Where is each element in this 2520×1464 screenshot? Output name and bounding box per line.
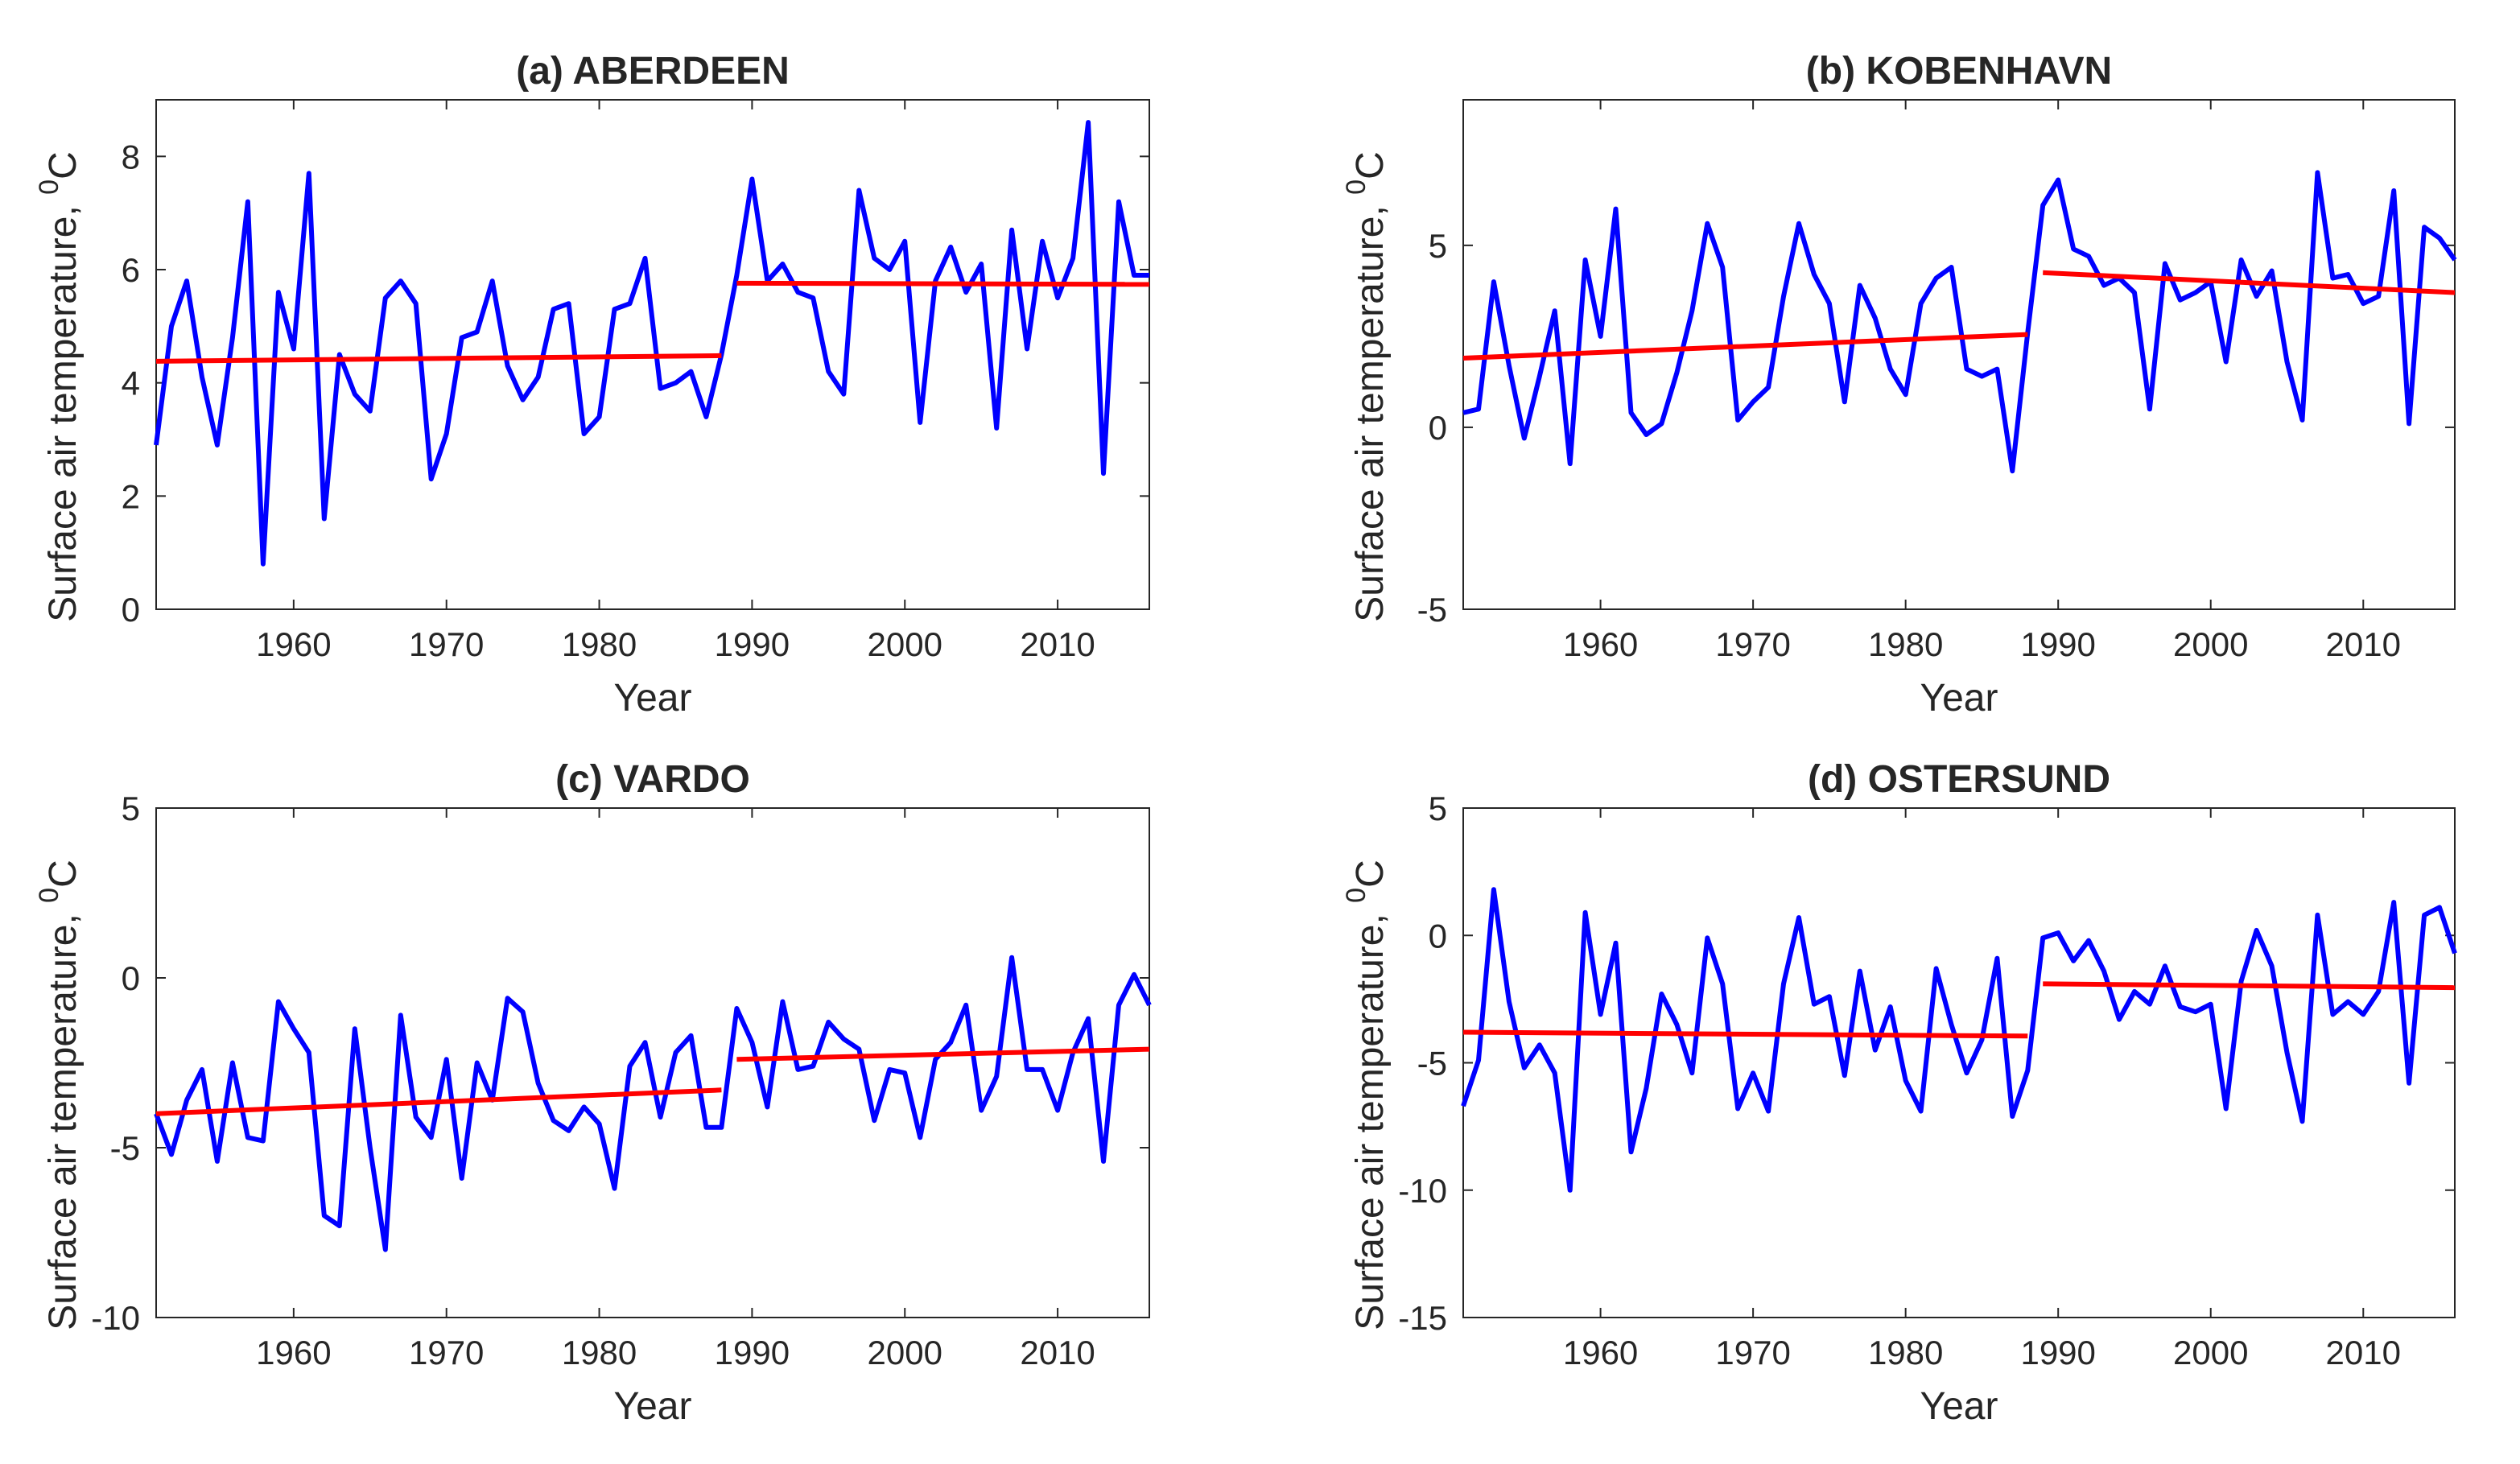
y-axis-label: Surface air temperature, 0C [34, 860, 85, 1330]
y-axis-label-unit: C [1349, 151, 1392, 179]
y-axis-label-text: Surface air temperature, [42, 903, 85, 1330]
y-axis-label: Surface air temperature, 0C [1341, 860, 1392, 1330]
panel-a: (a) ABERDEEN 1960 1970 1980 1990 2000 2010 0 2 4 6… [34, 50, 1150, 720]
y-tick-label: 5 [122, 790, 140, 827]
y-tick-label: 0 [1429, 409, 1447, 447]
y-axis-label-text: Surface air temperature, [1349, 903, 1392, 1330]
x-tick-label: 2000 [2173, 1334, 2248, 1371]
x-axis-label: Year [614, 677, 692, 720]
x-tick-label: 1980 [562, 1334, 637, 1371]
y-tick-label: -5 [1417, 1045, 1447, 1083]
axes-box [1462, 99, 2456, 610]
y-tick-label: 2 [122, 477, 140, 515]
y-axis-label-text: Surface air temperature, [1349, 195, 1392, 622]
y-tick-label: 0 [122, 959, 140, 997]
y-axis-label-unit: C [42, 860, 85, 888]
x-tick-label: 1980 [1868, 1334, 1943, 1371]
panel-d: (d) OSTERSUND 1960 1970 1980 1990 2000 2010 -15… [1341, 758, 2457, 1428]
x-tick-label: 1990 [2020, 1334, 2095, 1371]
axes-box [155, 807, 1150, 1318]
x-tick-label: 2000 [868, 1334, 942, 1371]
x-tick-label: 2000 [2173, 625, 2248, 663]
x-axis-label: Year [614, 1385, 692, 1428]
y-axis-label-superscript: 0 [1341, 888, 1371, 903]
x-tick-label: 1990 [715, 625, 790, 663]
panel-b: (b) KOBENHAVN 1960 1970 1980 1990 2000 2010 -5 0… [1341, 50, 2457, 720]
temperature-series-line [154, 955, 1152, 1252]
y-tick-label: -10 [91, 1299, 140, 1337]
trend-line [2043, 270, 2456, 295]
y-tick-label: -15 [1398, 1299, 1447, 1337]
x-tick-label: 2010 [2326, 625, 2401, 663]
x-tick-label: 1980 [1868, 625, 1943, 663]
panel-title: (b) KOBENHAVN [1806, 50, 2112, 93]
trend-line [1462, 1029, 2028, 1039]
trend-line [2043, 981, 2456, 991]
x-tick-label: 1960 [256, 1334, 331, 1371]
y-axis-label: Surface air temperature, 0C [1341, 151, 1392, 622]
panel-c: (c) VARDO 1960 1970 1980 1990 2000 2010 -10 -5 0 5… [34, 758, 1152, 1428]
y-axis-label-superscript: 0 [34, 888, 64, 903]
x-tick-label: 1960 [256, 625, 331, 663]
y-axis-label-superscript: 0 [34, 179, 64, 195]
trend-line [736, 1046, 1150, 1062]
x-tick-label: 1960 [1563, 1334, 1638, 1371]
x-tick-label: 2010 [1020, 1334, 1095, 1371]
x-tick-label: 1990 [2020, 625, 2095, 663]
temperature-series-line [1461, 887, 2457, 1193]
y-tick-label: 0 [1429, 917, 1447, 955]
y-tick-label: -10 [1398, 1172, 1447, 1210]
y-axis-label: Surface air temperature, 0C [34, 151, 85, 622]
x-tick-label: 2010 [2326, 1334, 2401, 1371]
x-tick-label: 1970 [1715, 625, 1790, 663]
panel-title: (d) OSTERSUND [1808, 758, 2110, 801]
y-tick-label: 5 [1429, 790, 1447, 827]
x-tick-label: 2010 [1020, 625, 1095, 663]
y-tick-label: 4 [122, 365, 140, 402]
x-tick-label: 1970 [409, 1334, 484, 1371]
x-tick-label: 1970 [1715, 1334, 1790, 1371]
panel-title: (a) ABERDEEN [516, 50, 790, 93]
x-tick-label: 2000 [868, 625, 942, 663]
y-axis-label-unit: C [42, 151, 85, 179]
x-tick-label: 1990 [715, 1334, 790, 1371]
x-axis-label: Year [1920, 1385, 1998, 1428]
x-tick-label: 1970 [409, 625, 484, 663]
y-tick-label: -5 [110, 1129, 140, 1167]
temperature-series-line [154, 120, 1149, 567]
trend-line [736, 280, 1150, 287]
y-axis-label-text: Surface air temperature, [42, 195, 85, 622]
y-tick-label: 5 [1429, 227, 1447, 265]
y-axis-label-unit: C [1349, 860, 1392, 888]
y-tick-label: 8 [122, 138, 140, 175]
y-tick-label: -5 [1417, 591, 1447, 629]
x-tick-label: 1980 [562, 625, 637, 663]
x-tick-label: 1960 [1563, 625, 1638, 663]
y-tick-label: 0 [122, 591, 140, 629]
panel-title: (c) VARDO [555, 758, 750, 801]
y-axis-label-superscript: 0 [1341, 179, 1371, 195]
axes-box [155, 99, 1150, 610]
temperature-series-line [1462, 170, 2457, 474]
trend-line [155, 353, 722, 364]
x-axis-label: Year [1920, 677, 1998, 720]
trend-line [155, 1087, 722, 1116]
y-tick-label: 6 [122, 251, 140, 289]
trend-line [1462, 332, 2028, 361]
